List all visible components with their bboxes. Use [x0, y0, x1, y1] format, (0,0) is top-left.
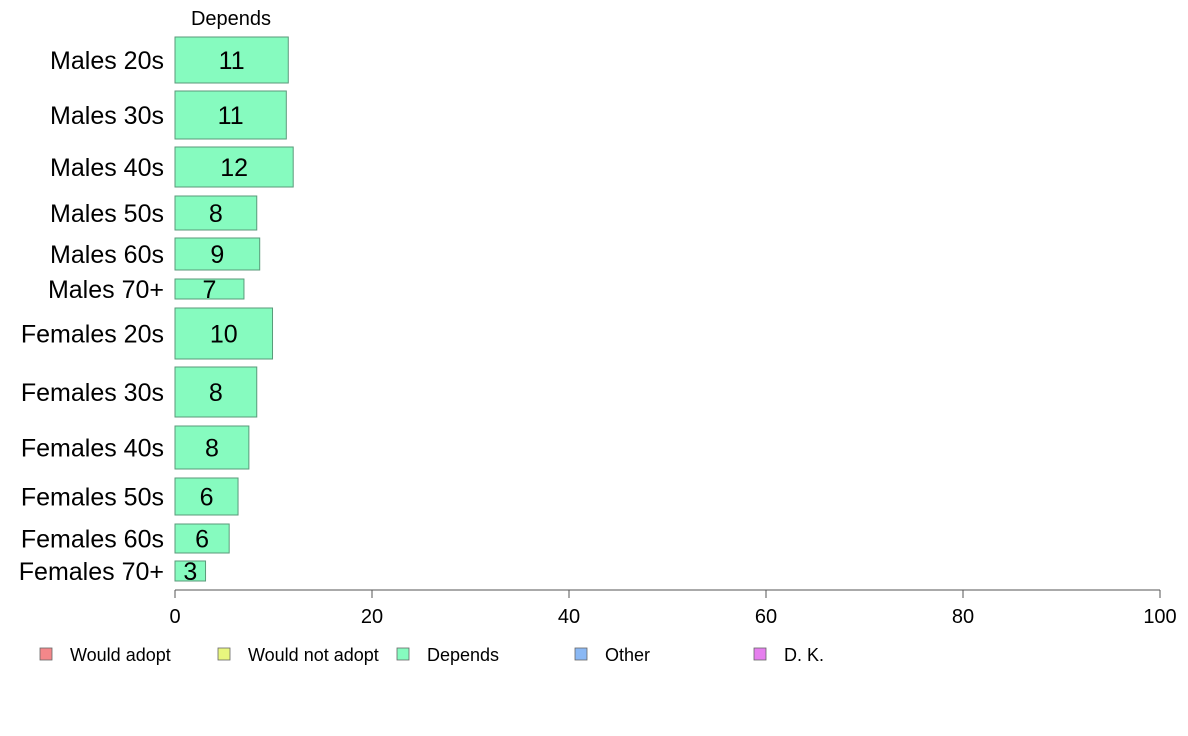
x-tick-label: 60 — [755, 606, 777, 628]
data-label: 3 — [183, 558, 197, 586]
category-label: Males 70+ — [48, 276, 164, 304]
bar — [174, 307, 274, 360]
category-label: Females 20s — [21, 321, 164, 349]
legend-swatch — [396, 647, 410, 661]
legend-label: Other — [605, 645, 650, 665]
legend-label: Would not adopt — [248, 645, 379, 665]
bar — [174, 195, 258, 231]
data-label: 6 — [200, 484, 214, 512]
legend-swatch — [753, 647, 767, 661]
legend-label: D. K. — [784, 645, 824, 665]
legend-label: Depends — [427, 645, 499, 665]
category-label: Males 60s — [50, 241, 164, 269]
category-label: Females 50s — [21, 484, 164, 512]
data-label: 8 — [209, 379, 223, 407]
legend-swatch — [39, 647, 53, 661]
bar — [174, 523, 230, 554]
bar — [174, 146, 294, 188]
x-tick-label: 100 — [1143, 606, 1176, 628]
bar — [174, 237, 261, 271]
data-label: 6 — [195, 526, 209, 554]
bar — [174, 36, 289, 84]
data-label: 9 — [210, 241, 224, 269]
category-label: Females 30s — [21, 379, 164, 407]
category-label: Males 20s — [50, 47, 164, 75]
data-label: 11 — [219, 47, 245, 75]
category-label: Males 40s — [50, 154, 164, 182]
legend: Would adopt Would not adopt Depends Other D.… — [39, 645, 824, 665]
data-label: 10 — [210, 321, 238, 349]
legend-swatch — [217, 647, 231, 661]
data-label: 8 — [205, 435, 219, 463]
category-label: Females 60s — [21, 526, 164, 554]
bar — [174, 278, 245, 300]
legend-label: Would adopt — [70, 645, 171, 665]
bar — [174, 366, 258, 418]
category-label: Females 40s — [21, 435, 164, 463]
legend-swatch — [574, 647, 588, 661]
category-label: Males 50s — [50, 200, 164, 228]
data-label: 11 — [218, 102, 244, 130]
x-tick-label: 0 — [169, 606, 180, 628]
x-tick-label: 20 — [361, 606, 383, 628]
column-title: Depends — [191, 8, 271, 30]
x-axis: 0 20 40 60 80 100 — [169, 589, 1177, 628]
category-label: Females 70+ — [19, 558, 164, 586]
bar — [174, 477, 239, 516]
data-label: 12 — [220, 154, 248, 182]
data-label: 8 — [209, 200, 223, 228]
bar — [174, 90, 287, 140]
bars-group: Males 20s 11 Males 30s 11 Males 40s 12 Males 5… — [19, 36, 294, 586]
bar — [174, 425, 250, 470]
category-label: Males 30s — [50, 102, 164, 130]
x-tick-label: 80 — [952, 606, 974, 628]
bar — [174, 560, 207, 582]
x-tick-label: 40 — [558, 606, 580, 628]
data-label: 7 — [203, 276, 217, 304]
